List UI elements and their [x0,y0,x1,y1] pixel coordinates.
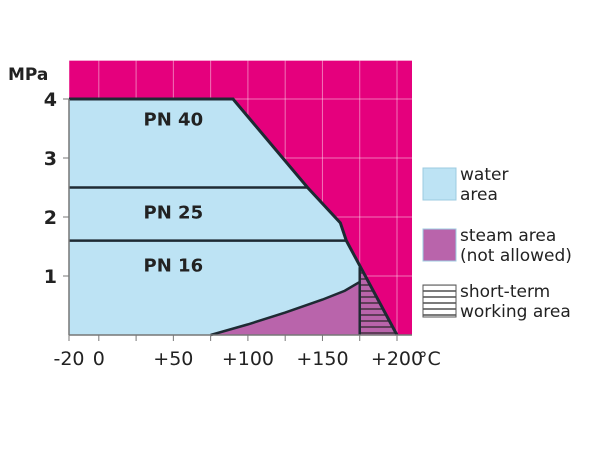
water-area [69,99,397,335]
pn-label: PN 16 [144,255,204,276]
legend-label: short-term [460,282,550,302]
legend-label: steam area [460,226,556,246]
legend-label: area [460,185,498,205]
x-tick-label: +50 [153,348,193,370]
legend-swatch [422,284,457,318]
legend-swatch [422,228,457,262]
x-axis-label: °C [418,348,441,370]
x-tick-label: +100 [222,348,274,370]
y-axis-label: MPa [8,65,48,85]
legend-label: water [460,165,508,185]
y-tick-label: 3 [44,148,57,170]
x-tick-label: -20 [53,348,84,370]
legend-swatch [422,167,457,201]
pn-label: PN 40 [144,110,204,131]
y-tick-label: 4 [44,89,57,111]
steam-area [210,281,360,335]
legend-label: (not allowed) [460,246,572,266]
pn-label: PN 25 [144,202,204,223]
limit-boundary-line [69,97,399,336]
y-tick-label: 2 [44,207,57,229]
steam-curve-line [210,280,361,337]
legend-label: working area [460,302,571,322]
x-tick-label: 0 [93,348,105,370]
x-tick-label: +150 [296,348,348,370]
x-tick-label: +200 [371,348,423,370]
y-tick-label: 1 [44,266,57,288]
